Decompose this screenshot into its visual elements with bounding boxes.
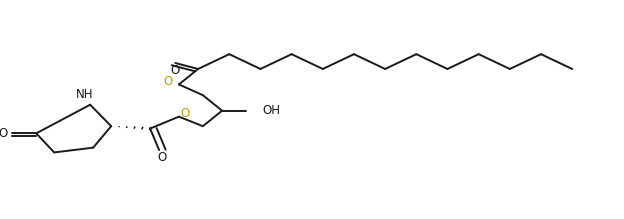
Text: O: O bbox=[180, 107, 190, 120]
Text: O: O bbox=[163, 75, 173, 88]
Text: O: O bbox=[171, 64, 180, 77]
Text: O: O bbox=[0, 127, 7, 140]
Text: OH: OH bbox=[263, 104, 281, 117]
Text: O: O bbox=[157, 151, 167, 164]
Text: NH: NH bbox=[76, 88, 93, 101]
